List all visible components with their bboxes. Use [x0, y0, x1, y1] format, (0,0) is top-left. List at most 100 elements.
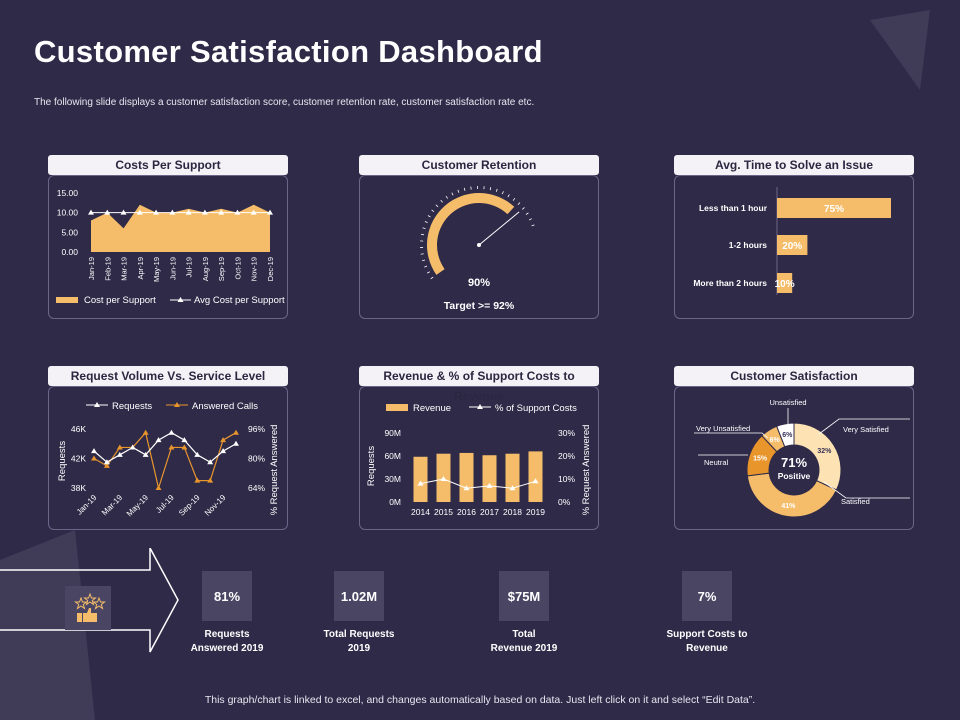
stat-label-line: Support Costs to [666, 629, 748, 640]
request-left-axis-label: Requests [57, 441, 68, 481]
answered-marker [168, 444, 175, 450]
avg-cost-marker [120, 209, 127, 215]
gauge-tick [427, 215, 431, 218]
revenue-xtick: 2016 [457, 507, 476, 517]
support-marker [440, 476, 447, 481]
costs-xtick: Jun-19 [168, 257, 177, 280]
donut-slice [746, 472, 838, 518]
revenue-panel-header: Revenue & % of Support Costs to Revenue [359, 366, 599, 403]
revenue-xtick: 2019 [526, 507, 545, 517]
donut-slice-label: 32% [817, 448, 832, 455]
retention-value: 90% [468, 277, 490, 289]
legend-label-avg: Avg Cost per Support [194, 295, 285, 306]
stat-label-line: Total [512, 629, 536, 640]
stat-label-line: Requests [204, 629, 250, 640]
costs-xtick: Aug-19 [201, 257, 210, 281]
legend-label-requests: Requests [112, 401, 152, 412]
avg-cost-marker [218, 209, 225, 215]
revenue-xtick: 2015 [434, 507, 453, 517]
avg-cost-marker [153, 209, 160, 215]
donut-slice-label: 15% [753, 455, 768, 462]
request-right-tick: 64% [248, 483, 265, 493]
support-costs-line [420, 478, 536, 489]
leader-satisfied [823, 481, 910, 499]
revenue-right-tick: 20% [558, 451, 575, 461]
leader-very-unsatisfied [694, 432, 769, 439]
requests-marker [103, 459, 110, 465]
retention-gauge-hub [477, 243, 481, 247]
retention-gauge-needle [478, 211, 520, 246]
gauge-tick [451, 192, 454, 196]
time-panel [674, 175, 914, 319]
costs-chart: 15.00 10.00 5.00 0.00 Jan-19 Feb-19 Mar-19 Apr… [56, 188, 285, 306]
revenue-xtick: 2017 [480, 507, 499, 517]
page-footer: This graph/chart is linked to excel, and… [204, 694, 756, 706]
revenue-left-tick: 60M [384, 451, 401, 461]
answered-calls-line [93, 431, 237, 491]
costs-ytick: 10.00 [57, 208, 79, 218]
answered-marker [155, 485, 162, 490]
revenue-chart: Revenue % of Support Costs Requests % Re… [366, 403, 592, 517]
stat-box-support-costs: 7% [682, 571, 732, 621]
time-bar [777, 235, 808, 255]
gauge-tick [424, 221, 428, 224]
legend-label-answered: Answered Calls [192, 401, 258, 412]
avg-cost-marker [250, 209, 257, 215]
costs-xtick: Dec-19 [266, 257, 275, 281]
time-bar [777, 198, 891, 218]
costs-xtick: Apr-19 [136, 257, 145, 280]
gauge-tick [495, 188, 498, 192]
stat-label-line: Revenue 2019 [490, 643, 558, 654]
costs-xtick: Mar-19 [120, 257, 129, 281]
support-marker [532, 478, 539, 484]
revenue-right-axis-label: % Request Answered [581, 425, 592, 516]
requests-marker [168, 429, 175, 435]
retention-target: Target >= 92% [444, 300, 515, 312]
request-left-tick: 46K [71, 424, 86, 434]
donut-slice-label: 6% [782, 432, 793, 439]
gauge-tick [501, 191, 504, 195]
avg-cost-marker [88, 209, 94, 215]
gauge-tick [430, 276, 434, 280]
cost-per-support-area [91, 204, 270, 252]
requests-marker [207, 459, 214, 465]
request-left-tick: 42K [71, 454, 86, 464]
costs-panel [48, 175, 288, 319]
request-chart: Requests Answered Calls Requests % Reque… [57, 401, 280, 518]
stat-label-line: 2019 [347, 643, 371, 654]
gauge-tick [531, 224, 535, 227]
time-chart: Less than 1 hour 75% 1-2 hours 20% More than… [693, 187, 891, 295]
stat-label-line: Answered 2019 [190, 643, 264, 654]
retention-panel [359, 175, 599, 319]
request-xtick: Mar-19 [100, 493, 125, 518]
costs-xtick: Jan-19 [87, 257, 96, 280]
avg-cost-marker [234, 209, 241, 215]
costs-panel-header: Costs Per Support [48, 155, 288, 175]
gauge-tick [525, 212, 529, 215]
time-panel-header: Avg. Time to Solve an Issue [674, 155, 914, 175]
avg-cost-marker [136, 209, 143, 215]
time-bar-label: 20% [782, 241, 802, 252]
costs-xtick: Oct-19 [233, 257, 242, 280]
gauge-tick [528, 218, 532, 221]
revenue-right-tick: 0% [558, 497, 571, 507]
answered-marker [220, 437, 227, 443]
gauge-tick [422, 259, 426, 262]
avg-cost-marker [185, 209, 192, 215]
costs-ytick: 0.00 [61, 247, 78, 257]
costs-ytick: 5.00 [61, 227, 78, 237]
request-right-tick: 96% [248, 424, 265, 434]
legend-marker-answered [174, 402, 180, 407]
revenue-left-axis-label: Requests [366, 446, 377, 486]
requests-marker [142, 451, 149, 457]
requests-marker [116, 451, 123, 457]
gauge-tick [420, 233, 425, 236]
time-bar [777, 273, 793, 293]
legend-label-cost: Cost per Support [84, 295, 156, 306]
retention-gauge-arc [427, 193, 515, 275]
retention-panel-header: Customer Retention [359, 155, 599, 175]
label-neutral: Neutral [704, 458, 729, 467]
label-satisfied: Satisfied [841, 497, 870, 506]
revenue-bar [459, 452, 474, 502]
